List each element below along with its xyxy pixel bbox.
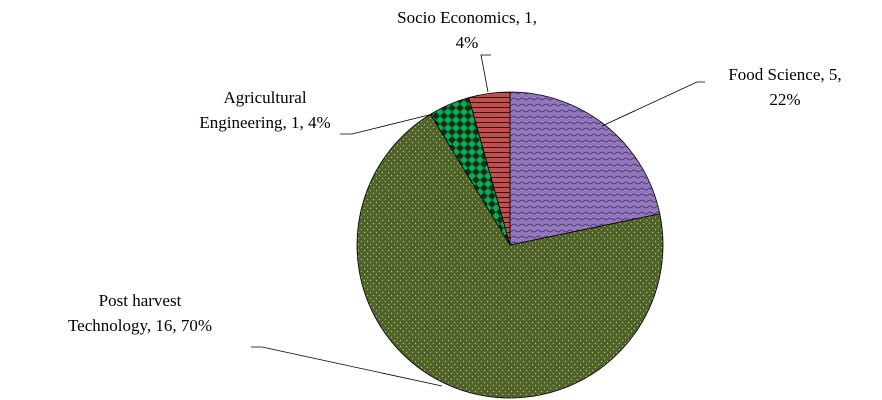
data-label: Agricultural Engineering, 1, 4% [199, 88, 330, 132]
label-line: Technology, 16, 70% [68, 316, 212, 335]
label-line: 4% [456, 33, 479, 52]
pie-slice [468, 91, 511, 246]
data-label: Post harvest Technology, 16, 70% [68, 291, 212, 335]
label-line: Engineering, 1, 4% [199, 113, 330, 132]
label-line: Post harvest [99, 291, 182, 310]
leader-line [251, 346, 443, 387]
pie-slice [509, 91, 661, 246]
pie-slice [356, 113, 664, 399]
leader-line [480, 54, 491, 93]
leader-line [601, 81, 705, 127]
data-label: Food Science, 5, 22% [728, 65, 841, 109]
label-line: 22% [769, 90, 800, 109]
data-label: Socio Economics, 1, 4% [397, 8, 537, 52]
label-line: Agricultural [223, 88, 306, 107]
label-line: Socio Economics, 1, [397, 8, 537, 27]
leader-line [340, 113, 434, 135]
label-line: Food Science, 5, [728, 65, 841, 84]
